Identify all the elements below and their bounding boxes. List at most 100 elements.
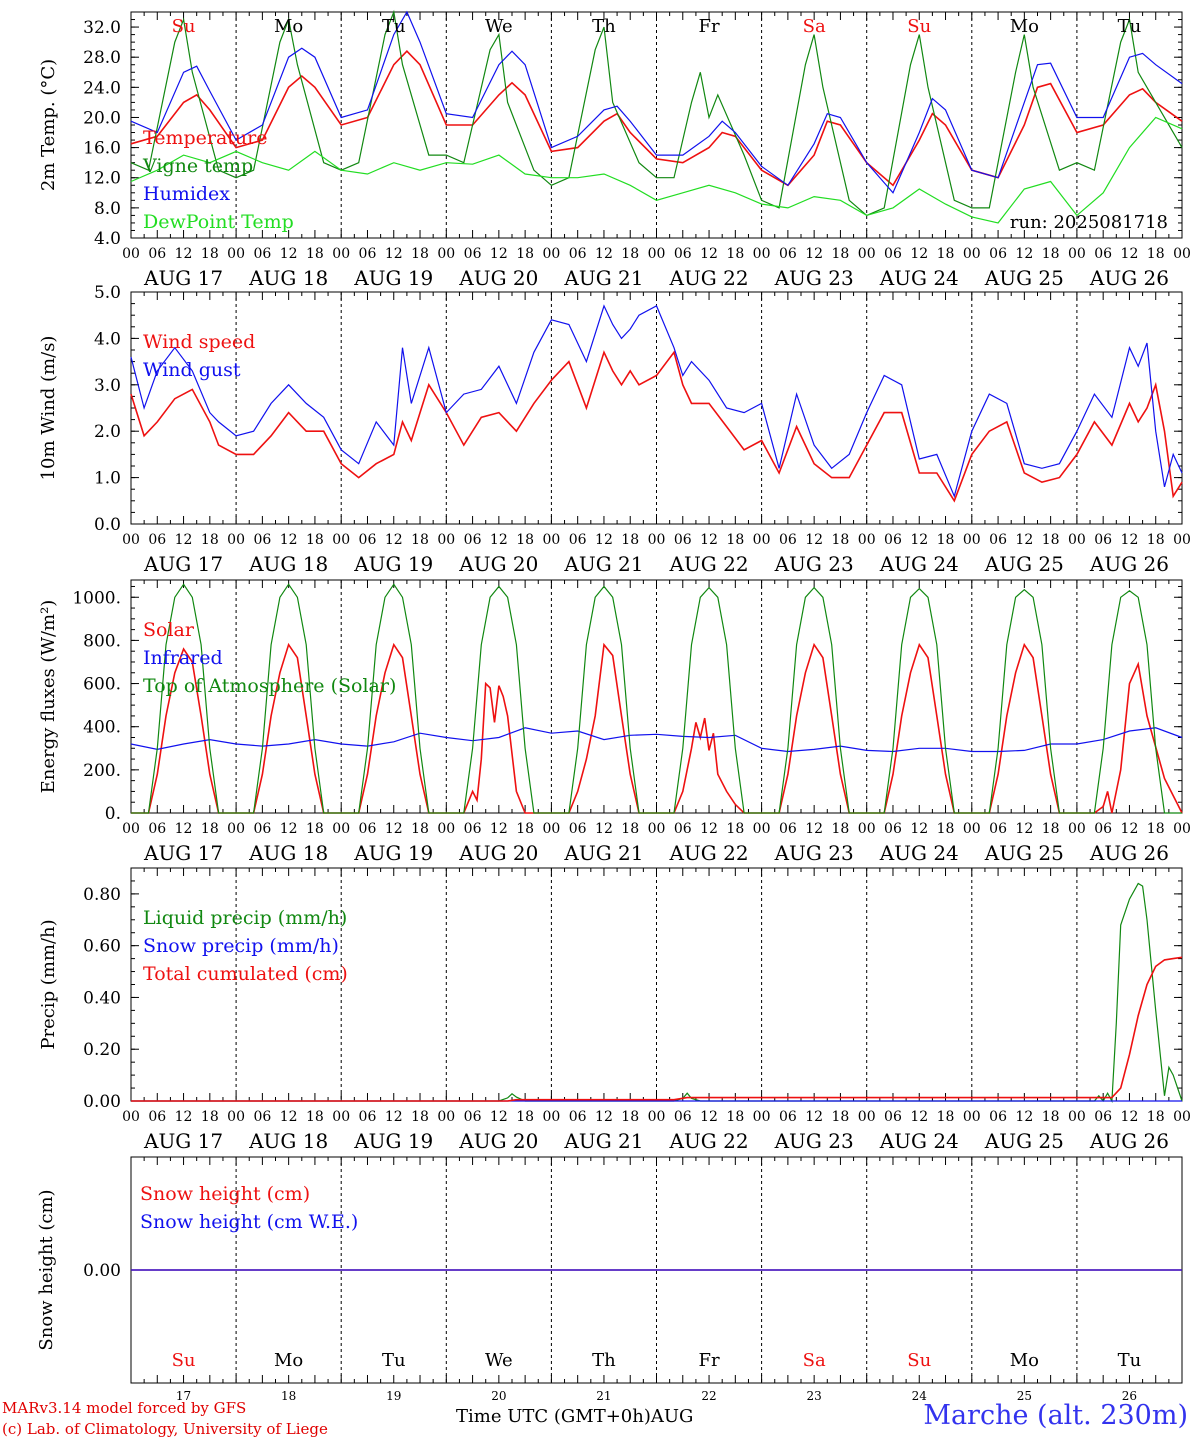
date-label: AUG 24: [879, 552, 959, 576]
hour-tick-label: 00: [963, 821, 981, 837]
date-label: AUG 19: [353, 841, 433, 865]
hour-tick-label: 06: [779, 1109, 797, 1125]
hour-tick-label: 18: [1147, 532, 1165, 548]
hour-tick-label: 06: [148, 821, 166, 837]
date-label: AUG 24: [879, 266, 959, 290]
hour-tick-label: 06: [674, 1109, 692, 1125]
hour-tick-label: 18: [937, 1109, 955, 1125]
hour-tick-label: 00: [1173, 821, 1191, 837]
legend-entry: Wind speed: [143, 331, 255, 353]
hour-tick-label: 18: [832, 246, 850, 262]
y-tick-label: 5.0: [94, 283, 121, 303]
hour-tick-label: 06: [464, 821, 482, 837]
hour-tick-label: 12: [280, 821, 298, 837]
date-label: AUG 22: [669, 1129, 749, 1153]
series-line-wind-gust: [130, 304, 1183, 499]
date-label: AUG 22: [669, 841, 749, 865]
weekday-label: Mo: [1010, 16, 1039, 37]
date-label: AUG 20: [458, 841, 538, 865]
credit-line-1: MARv3.14 model forced by GFS: [2, 1399, 247, 1417]
y-axis-label: 10m Wind (m/s): [38, 336, 59, 481]
hour-tick-label: 06: [359, 246, 377, 262]
y-tick-label: 20.0: [83, 108, 121, 128]
y-tick-label: 24.0: [83, 78, 121, 98]
hour-tick-label: 06: [359, 821, 377, 837]
hour-tick-label: 12: [385, 532, 403, 548]
weekday-label: Fr: [699, 1350, 720, 1371]
hour-tick-label: 18: [411, 532, 429, 548]
date-label: AUG 19: [353, 552, 433, 576]
y-tick-label: 400.: [83, 718, 121, 738]
hour-tick-label: 12: [1121, 821, 1139, 837]
hour-tick-label: 18: [1042, 532, 1060, 548]
hour-tick-label: 00: [648, 246, 666, 262]
hour-tick-label: 06: [253, 246, 271, 262]
date-label: AUG 21: [563, 841, 643, 865]
series-line-total-cumulated-cm-: [131, 956, 1183, 1102]
legend-entry: Wind gust: [143, 359, 241, 381]
hour-tick-label: 18: [937, 532, 955, 548]
hour-tick-label: 18: [306, 1109, 324, 1125]
hour-tick-label: 18: [516, 246, 534, 262]
hour-tick-label: 18: [516, 532, 534, 548]
hour-tick-label: 18: [516, 1109, 534, 1125]
day-number-label: 20: [491, 1389, 506, 1403]
day-number-label: 18: [281, 1389, 296, 1403]
hour-tick-label: 18: [726, 246, 744, 262]
hour-tick-label: 00: [437, 532, 455, 548]
hour-tick-label: 00: [753, 1109, 771, 1125]
hour-tick-label: 12: [700, 246, 718, 262]
hour-tick-label: 00: [963, 532, 981, 548]
hour-tick-label: 12: [1015, 246, 1033, 262]
hour-tick-label: 00: [1173, 532, 1191, 548]
date-label: AUG 18: [248, 841, 328, 865]
date-label: AUG 25: [984, 266, 1064, 290]
hour-tick-label: 06: [148, 532, 166, 548]
hour-tick-label: 12: [1121, 1109, 1139, 1125]
y-tick-label: 800.: [83, 631, 121, 651]
y-tick-label: 3.0: [94, 376, 121, 396]
hour-tick-label: 12: [175, 246, 193, 262]
hour-tick-label: 00: [122, 821, 140, 837]
hour-tick-label: 06: [884, 532, 902, 548]
date-label: AUG 20: [458, 266, 538, 290]
series-line-dewpoint-temp: [130, 116, 1183, 224]
date-label: AUG 20: [458, 1129, 538, 1153]
hour-tick-label: 12: [490, 1109, 508, 1125]
hour-tick-label: 12: [1015, 821, 1033, 837]
hour-tick-label: 18: [201, 821, 219, 837]
hour-tick-label: 06: [253, 532, 271, 548]
hour-tick-label: 06: [884, 821, 902, 837]
y-tick-label: 0.60: [83, 937, 121, 957]
hour-tick-label: 06: [674, 821, 692, 837]
hour-tick-label: 18: [201, 246, 219, 262]
hour-tick-label: 06: [464, 1109, 482, 1125]
weekday-label: We: [485, 1350, 513, 1371]
hour-tick-label: 00: [858, 532, 876, 548]
hour-tick-label: 00: [753, 532, 771, 548]
hour-tick-label: 06: [989, 821, 1007, 837]
y-tick-label: 16.0: [83, 139, 121, 159]
hour-tick-label: 00: [753, 246, 771, 262]
run-label: run: 2025081718: [1010, 212, 1168, 233]
y-tick-label: 28.0: [83, 48, 121, 68]
hour-tick-label: 12: [805, 246, 823, 262]
y-tick-label: 12.0: [83, 169, 121, 189]
y-tick-label: 1.0: [94, 469, 121, 489]
date-label: AUG 19: [353, 266, 433, 290]
weekday-label: We: [485, 16, 513, 37]
hour-tick-label: 06: [569, 246, 587, 262]
hour-tick-label: 12: [175, 821, 193, 837]
hour-tick-label: 06: [1094, 1109, 1112, 1125]
weekday-label: Sa: [803, 16, 826, 37]
hour-tick-label: 06: [989, 532, 1007, 548]
hour-tick-label: 12: [700, 821, 718, 837]
legend-entry: DewPoint Temp: [143, 211, 294, 233]
hour-tick-label: 00: [542, 246, 560, 262]
date-label: AUG 17: [143, 266, 223, 290]
y-tick-label: 0.0: [94, 515, 121, 535]
weekday-label: Su: [907, 16, 931, 37]
hour-tick-label: 06: [884, 1109, 902, 1125]
hour-tick-label: 06: [779, 821, 797, 837]
